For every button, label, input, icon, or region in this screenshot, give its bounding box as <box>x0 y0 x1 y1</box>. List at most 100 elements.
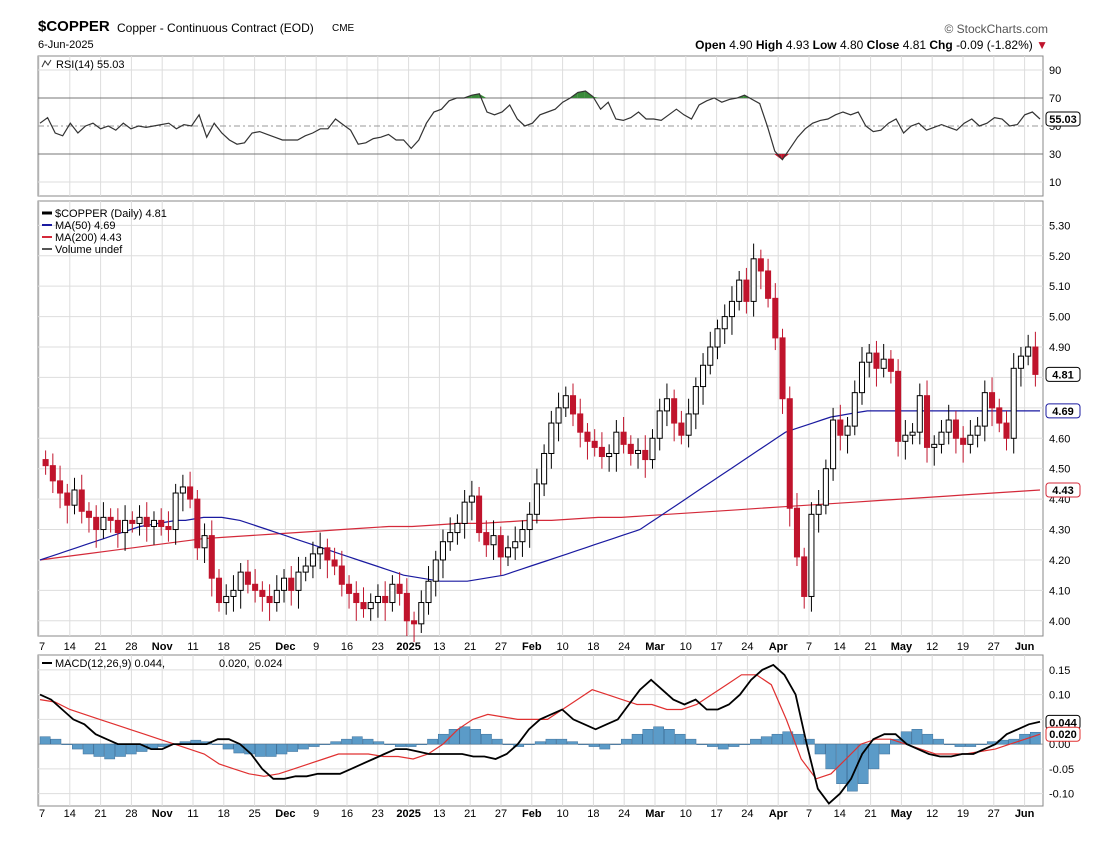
price-candle <box>743 279 750 302</box>
price-candle <box>736 279 743 302</box>
macd-histogram-bar <box>276 743 288 755</box>
x-tick-label: 18 <box>587 641 599 653</box>
price-tick-label: 4.20 <box>1049 555 1070 567</box>
price-candle <box>273 589 280 604</box>
price-candle <box>577 413 584 433</box>
rsi-overbought-fill <box>584 91 593 98</box>
price-candle <box>346 583 353 594</box>
price-candle <box>353 592 360 604</box>
macd-histogram-bar <box>965 743 977 747</box>
price-candle <box>635 449 642 454</box>
macd-histogram-bar <box>287 743 299 752</box>
macd-histogram-bar <box>470 729 482 745</box>
macd-histogram-bar <box>459 726 471 745</box>
price-candle <box>360 602 367 610</box>
price-candle <box>548 422 555 454</box>
x-tick-label: 16 <box>341 808 353 820</box>
price-candle <box>439 541 446 561</box>
price-candle <box>887 358 894 372</box>
macd-histogram-bar <box>384 743 395 745</box>
price-candle <box>309 553 316 567</box>
macd-histogram-bar <box>911 729 923 745</box>
price-candle <box>447 532 454 543</box>
x-tick-label: 23 <box>372 641 384 653</box>
price-candle <box>512 541 519 549</box>
macd-histogram-bar <box>728 743 740 747</box>
macd-histogram-bar <box>545 738 557 745</box>
x-tick-label: Feb <box>522 641 542 653</box>
x-tick-label: 25 <box>248 641 260 653</box>
price-candle <box>1032 346 1039 375</box>
macd-histogram-bar <box>341 738 352 745</box>
macd-tick-label: 0.15 <box>1049 665 1070 677</box>
open-value: 4.90 <box>729 38 753 52</box>
price-candle <box>974 425 981 436</box>
price-candle <box>338 565 345 585</box>
price-candle <box>374 595 381 604</box>
x-tick-label: 21 <box>94 641 106 653</box>
price-candle <box>403 592 410 622</box>
brand-label[interactable]: © StockCharts.com <box>944 22 1048 36</box>
x-tick-label: May <box>891 808 913 820</box>
chg-label: Chg <box>929 38 953 52</box>
macd-value-tag: 0.044 <box>1049 717 1077 729</box>
price-candle <box>923 395 931 448</box>
price-candle <box>389 583 396 604</box>
macd-histogram-bar <box>351 736 363 745</box>
macd-histogram-bar <box>1029 731 1041 745</box>
rsi-series-line <box>39 90 1041 161</box>
price-candle <box>873 352 880 369</box>
price-candle <box>71 489 78 506</box>
x-tick-label: 9 <box>313 808 319 820</box>
price-candle <box>367 602 374 610</box>
price-candle <box>642 449 649 461</box>
price-tick-label: 4.00 <box>1049 616 1070 628</box>
macd-histogram-bar <box>255 743 266 757</box>
price-candle <box>786 398 793 509</box>
macd-histogram-bar <box>319 743 331 745</box>
price-tag-box <box>1045 482 1081 498</box>
price-candle <box>909 431 916 436</box>
x-tick-label: 27 <box>495 808 507 820</box>
price-candle <box>288 577 295 591</box>
macd-tick-label: 0.00 <box>1049 739 1070 751</box>
macd-histogram-bar <box>416 743 428 745</box>
x-tick-label: 7 <box>39 808 45 820</box>
x-tick-label: 24 <box>618 641 630 653</box>
x-tick-label: Jun <box>1015 808 1035 820</box>
price-candle <box>945 419 952 433</box>
x-tick-label: Feb <box>522 808 542 820</box>
x-tick-label: 2025 <box>396 808 420 820</box>
price-candle <box>1010 367 1017 439</box>
x-tick-label: May <box>891 641 913 653</box>
price-candle <box>541 452 548 485</box>
price-candle <box>714 328 721 348</box>
macd-histogram-bar <box>50 738 62 745</box>
x-tick-label: 12 <box>926 641 938 653</box>
price-candle <box>418 602 425 625</box>
x-tick-label: Mar <box>645 808 665 820</box>
price-candle <box>64 492 71 506</box>
macd-histogram-bar <box>39 736 51 745</box>
price-candle <box>750 258 757 302</box>
macd-histogram-bar <box>631 733 643 745</box>
x-tick-label: 7 <box>39 641 45 653</box>
macd-histogram-bar <box>448 729 460 745</box>
price-candle <box>78 489 85 512</box>
price-candle <box>656 410 663 439</box>
macd-histogram-bar <box>427 738 438 745</box>
price-candle <box>223 595 230 604</box>
rsi-legend-label: RSI(14) 55.03 <box>56 59 124 71</box>
price-candle <box>822 468 829 506</box>
price-candle <box>830 419 837 470</box>
x-tick-label: 21 <box>864 641 876 653</box>
price-candle <box>143 516 150 527</box>
price-candle <box>396 583 403 594</box>
macd-histogram-bar <box>825 743 837 770</box>
price-candle <box>208 535 215 579</box>
macd-histogram-bar <box>707 743 718 747</box>
price-candle <box>569 395 577 415</box>
x-tick-label: 21 <box>864 808 876 820</box>
chart-date: 6-Jun-2025 <box>38 39 94 51</box>
